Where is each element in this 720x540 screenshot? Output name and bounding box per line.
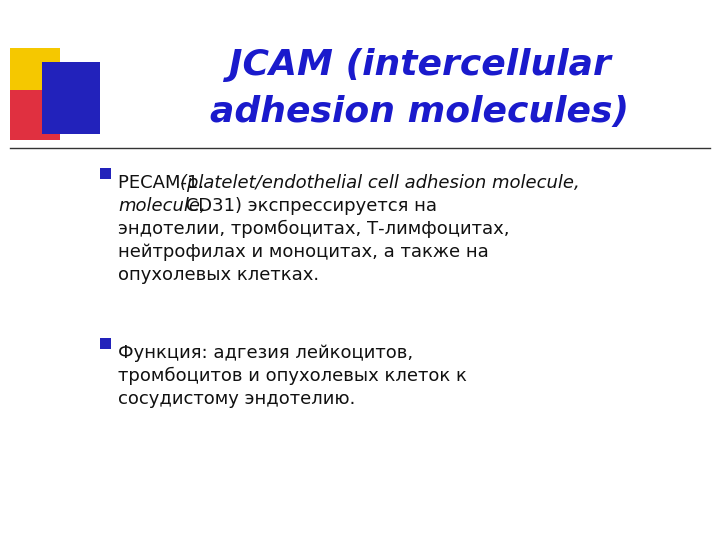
Text: эндотелии, тромбоцитах, Т-лимфоцитах,: эндотелии, тромбоцитах, Т-лимфоцитах, xyxy=(118,220,510,238)
Text: опухолевых клетках.: опухолевых клетках. xyxy=(118,266,319,284)
Text: Функция: адгезия лейкоцитов,: Функция: адгезия лейкоцитов, xyxy=(118,344,413,362)
Text: сосудистому эндотелию.: сосудистому эндотелию. xyxy=(118,390,356,408)
Text: adhesion molecules): adhesion molecules) xyxy=(210,95,629,129)
Text: CD31) экспрессируется на: CD31) экспрессируется на xyxy=(180,197,437,215)
Text: нейтрофилах и моноцитах, а также на: нейтрофилах и моноцитах, а также на xyxy=(118,243,489,261)
Bar xyxy=(10,48,60,98)
Text: JCAM (intercellular: JCAM (intercellular xyxy=(229,48,611,82)
Bar xyxy=(42,62,100,134)
Text: тромбоцитов и опухолевых клеток к: тромбоцитов и опухолевых клеток к xyxy=(118,367,467,385)
Bar xyxy=(100,168,111,179)
Text: (platelet/endothelial cell adhesion molecule,: (platelet/endothelial cell adhesion mole… xyxy=(180,174,580,192)
Bar xyxy=(100,338,111,349)
Bar xyxy=(10,90,60,140)
Text: PECAM-1.: PECAM-1. xyxy=(118,174,210,192)
Text: molecule,: molecule, xyxy=(118,197,206,215)
